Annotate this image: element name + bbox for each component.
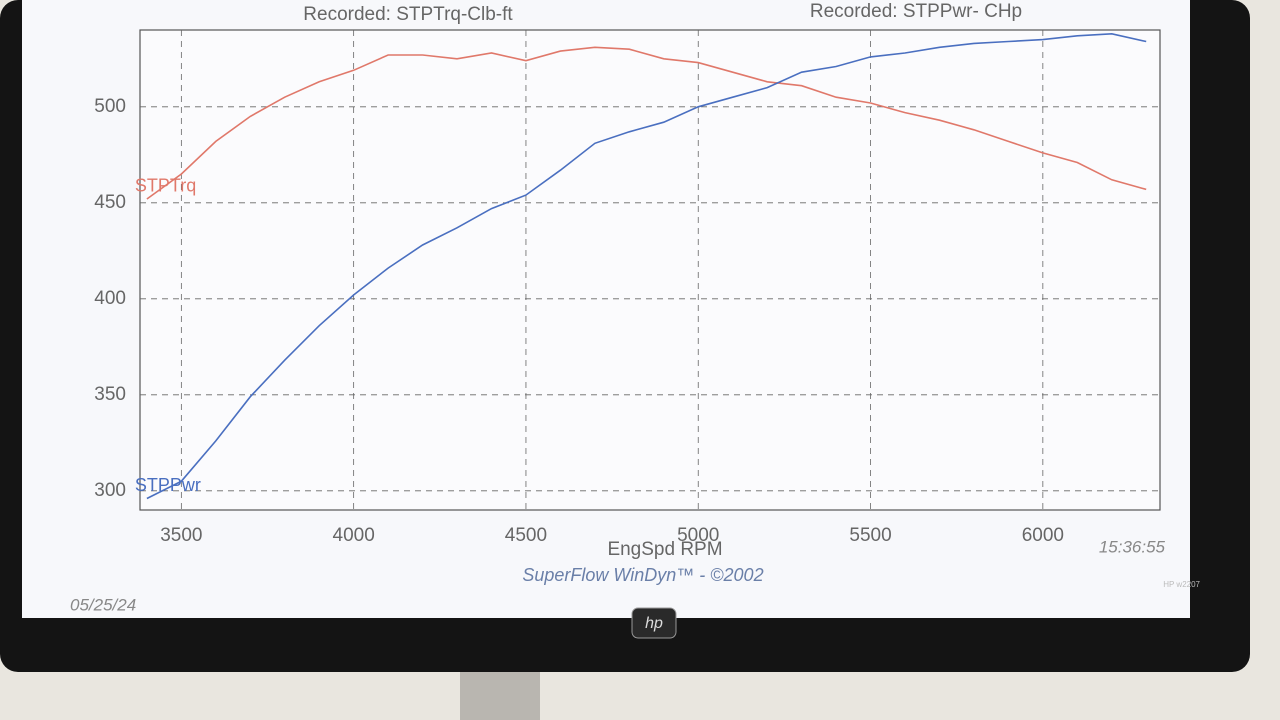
title-right: Recorded: STPPwr- CHp [810,1,1022,22]
x-tick-label: 4500 [505,525,547,546]
x-tick-label: 6000 [1022,525,1064,546]
y-tick-label: 400 [94,288,126,309]
y-tick-label: 300 [94,480,126,501]
footer: SuperFlow WinDyn™ - ©2002 [522,565,763,585]
title-left: Recorded: STPTrq-Clb-ft [303,4,513,25]
x-tick-label: 5500 [849,525,891,546]
series-line [146,32,1147,500]
y-tick-label: 350 [94,384,126,405]
plot-area [139,29,1161,511]
series-line [146,46,1147,200]
y-tick-label: 500 [94,96,126,117]
x-axis-label: EngSpd RPM [607,539,722,560]
x-tick-label: 5000 [677,525,719,546]
chart: 300 350 400 450 500 3500 4000 4500 5000 5500 6000 R… [70,1,1166,614]
logo: hp [645,615,663,632]
time: 15:36:55 [1099,537,1166,556]
model: HP w2207 [1163,580,1200,589]
series-label: STPTrq [135,176,196,196]
date: 05/25/24 [70,595,136,614]
logo-badge [631,607,677,639]
series-label: STPPwr [135,475,201,495]
x-tick-label: 3500 [160,525,202,546]
x-tick-label: 4000 [333,525,375,546]
y-tick-label: 450 [94,192,126,213]
